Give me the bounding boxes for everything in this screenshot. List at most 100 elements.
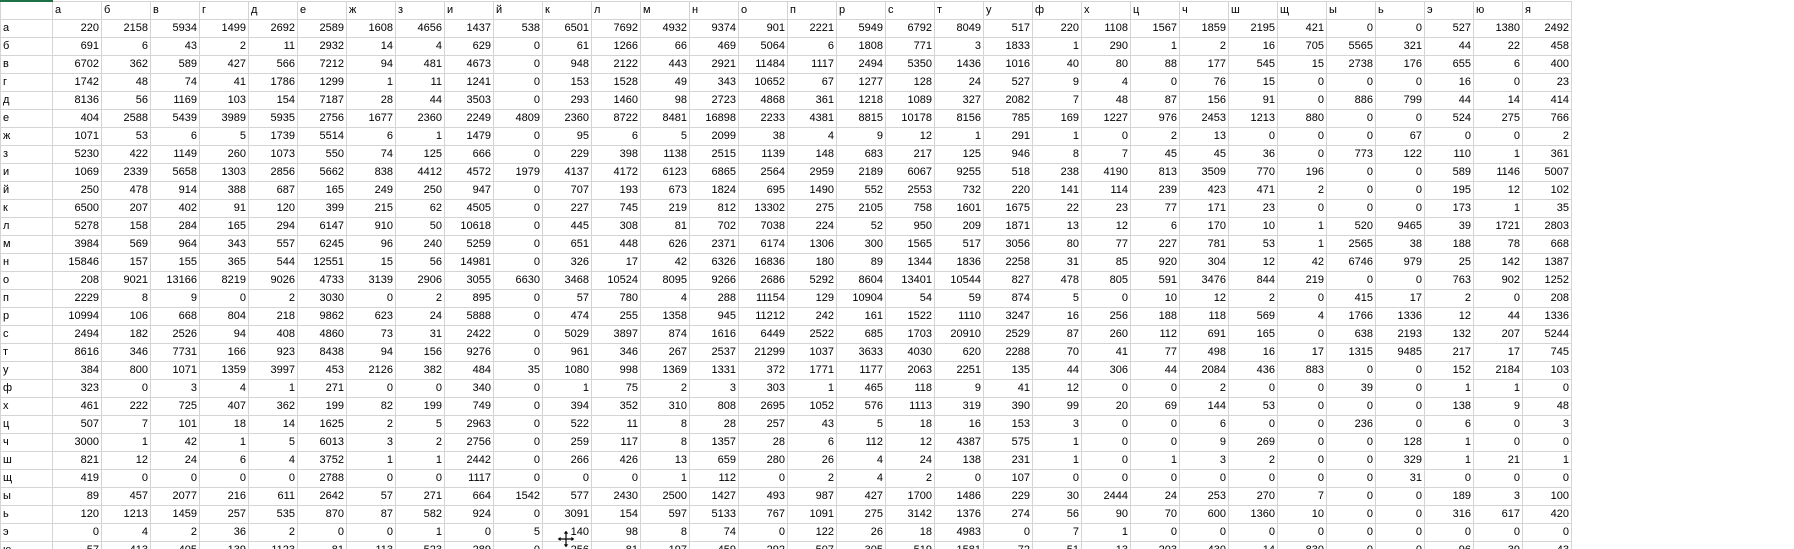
data-cell[interactable]: 0 [1228, 126, 1278, 146]
data-cell[interactable]: 1739 [248, 126, 298, 146]
data-cell[interactable]: 575 [983, 432, 1033, 452]
data-cell[interactable]: 227 [1130, 234, 1180, 254]
data-cell[interactable]: 28 [346, 90, 396, 110]
data-cell[interactable]: 961 [542, 342, 592, 362]
data-cell[interactable]: 39 [1326, 378, 1376, 398]
data-cell[interactable]: 5 [395, 414, 445, 434]
column-header-cell[interactable]: м [640, 0, 690, 20]
data-cell[interactable]: 249 [346, 180, 396, 200]
data-cell[interactable]: 0 [738, 522, 788, 542]
column-header-cell[interactable]: э [1424, 0, 1474, 20]
data-cell[interactable]: 98 [640, 90, 690, 110]
data-cell[interactable]: 2537 [689, 342, 739, 362]
data-cell[interactable]: 5888 [444, 306, 494, 326]
data-cell[interactable]: 0 [1326, 540, 1376, 549]
data-cell[interactable]: 9026 [248, 270, 298, 290]
data-cell[interactable]: 61 [542, 36, 592, 56]
data-cell[interactable]: 8219 [199, 270, 249, 290]
data-cell[interactable]: 24 [934, 72, 984, 92]
data-cell[interactable]: 253 [1179, 486, 1229, 506]
data-cell[interactable]: 6067 [885, 162, 935, 182]
data-cell[interactable]: 2084 [1179, 360, 1229, 380]
data-cell[interactable]: 687 [248, 180, 298, 200]
data-cell[interactable]: 0 [1081, 126, 1131, 146]
data-cell[interactable]: 0 [1081, 432, 1131, 452]
data-cell[interactable]: 1213 [101, 504, 151, 524]
data-cell[interactable]: 0 [1081, 468, 1131, 488]
data-cell[interactable]: 1331 [689, 360, 739, 380]
data-cell[interactable]: 1 [1032, 432, 1082, 452]
data-cell[interactable]: 12 [101, 450, 151, 470]
data-cell[interactable]: 591 [1130, 270, 1180, 290]
data-cell[interactable]: 1360 [1228, 504, 1278, 524]
row-label-cell[interactable]: у [0, 360, 53, 380]
data-cell[interactable]: 0 [493, 90, 543, 110]
data-cell[interactable]: 189 [1424, 486, 1474, 506]
data-cell[interactable]: 0 [493, 432, 543, 452]
data-cell[interactable]: 0 [493, 234, 543, 254]
row-label-cell[interactable]: м [0, 234, 53, 254]
data-cell[interactable]: 0 [1277, 324, 1327, 344]
data-cell[interactable]: 1542 [493, 486, 543, 506]
row-label-cell[interactable]: а [0, 18, 53, 38]
data-cell[interactable]: 6865 [689, 162, 739, 182]
data-cell[interactable]: 0 [1326, 432, 1376, 452]
data-cell[interactable]: 4 [1081, 72, 1131, 92]
data-cell[interactable]: 0 [1326, 162, 1376, 182]
data-cell[interactable]: 0 [199, 288, 249, 308]
data-cell[interactable]: 87 [346, 504, 396, 524]
data-cell[interactable]: 924 [444, 504, 494, 524]
data-cell[interactable]: 308 [591, 216, 641, 236]
data-cell[interactable]: 3752 [297, 450, 347, 470]
data-cell[interactable]: 557 [248, 234, 298, 254]
data-cell[interactable]: 651 [542, 234, 592, 254]
data-cell[interactable]: 484 [444, 360, 494, 380]
data-cell[interactable]: 874 [640, 324, 690, 344]
data-cell[interactable]: 781 [1179, 234, 1229, 254]
data-cell[interactable]: 1336 [1522, 306, 1572, 326]
column-header-cell[interactable]: ь [1375, 0, 1425, 20]
data-cell[interactable]: 0 [1375, 180, 1425, 200]
data-cell[interactable]: 128 [885, 72, 935, 92]
data-cell[interactable]: 538 [493, 18, 543, 38]
row-label-cell[interactable]: п [0, 288, 53, 308]
data-cell[interactable]: 4030 [885, 342, 935, 362]
data-cell[interactable]: 7 [1277, 486, 1327, 506]
data-cell[interactable]: 236 [1326, 414, 1376, 434]
data-cell[interactable]: 1113 [885, 396, 935, 416]
data-cell[interactable]: 1146 [1473, 162, 1523, 182]
data-cell[interactable]: 193 [591, 180, 641, 200]
data-cell[interactable]: 217 [1424, 342, 1474, 362]
data-cell[interactable]: 1252 [1522, 270, 1572, 290]
data-cell[interactable]: 946 [983, 144, 1033, 164]
data-cell[interactable]: 238 [1032, 162, 1082, 182]
data-cell[interactable]: 2 [885, 468, 935, 488]
data-cell[interactable]: 6147 [297, 216, 347, 236]
data-cell[interactable]: 275 [787, 198, 837, 218]
data-cell[interactable]: 2 [1179, 36, 1229, 56]
data-cell[interactable]: 519 [885, 540, 935, 549]
data-cell[interactable]: 170 [1179, 216, 1229, 236]
data-cell[interactable]: 0 [1326, 396, 1376, 416]
data-cell[interactable]: 0 [1375, 504, 1425, 524]
data-cell[interactable]: 0 [493, 504, 543, 524]
data-cell[interactable]: 948 [542, 54, 592, 74]
data-cell[interactable]: 2 [1277, 180, 1327, 200]
data-cell[interactable]: 28 [738, 432, 788, 452]
data-cell[interactable]: 0 [1375, 396, 1425, 416]
data-cell[interactable]: 4 [101, 522, 151, 542]
data-cell[interactable]: 453 [297, 360, 347, 380]
data-cell[interactable]: 3 [1032, 414, 1082, 434]
data-cell[interactable]: 6 [1130, 216, 1180, 236]
data-cell[interactable]: 321 [1375, 36, 1425, 56]
data-cell[interactable]: 1037 [787, 342, 837, 362]
data-cell[interactable]: 4 [395, 36, 445, 56]
data-cell[interactable]: 10904 [836, 288, 886, 308]
data-cell[interactable]: 13 [1081, 540, 1131, 549]
data-cell[interactable]: 8156 [934, 108, 984, 128]
data-cell[interactable]: 6 [346, 126, 396, 146]
data-cell[interactable]: 1479 [444, 126, 494, 146]
data-cell[interactable]: 427 [199, 54, 249, 74]
data-cell[interactable]: 82 [346, 396, 396, 416]
